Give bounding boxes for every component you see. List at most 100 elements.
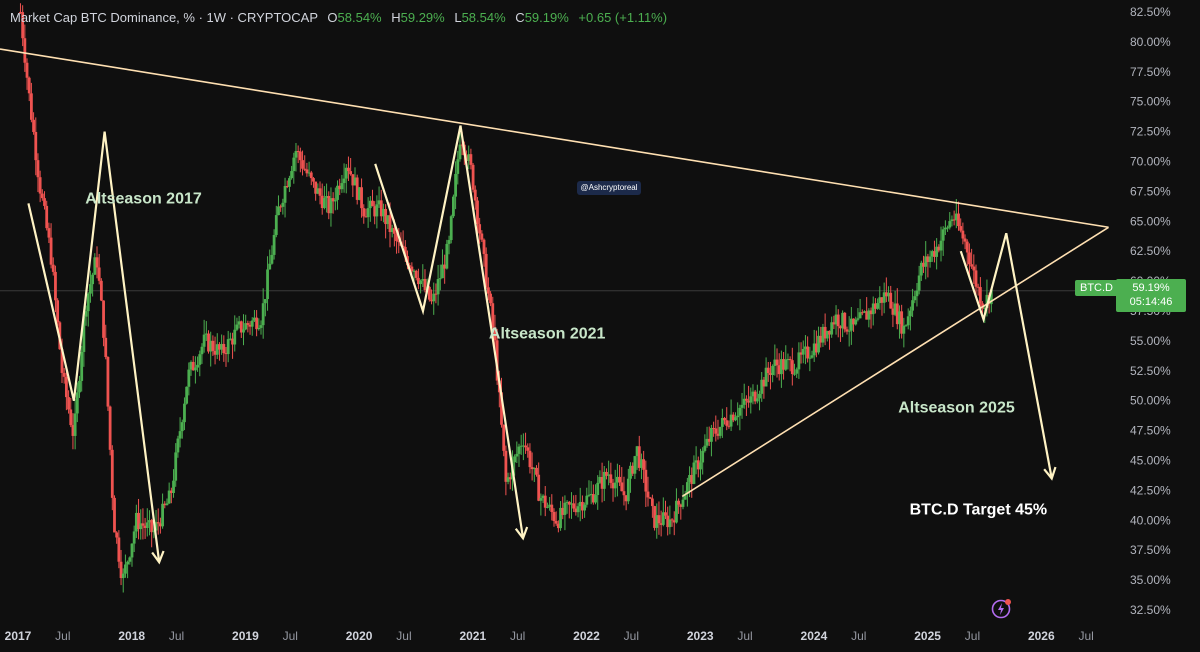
candle-body xyxy=(329,198,333,214)
candle-body xyxy=(845,329,849,332)
candle-body xyxy=(67,397,70,410)
x-tick-label: Jul xyxy=(510,629,525,643)
candle-body xyxy=(703,445,707,451)
candle-body xyxy=(532,467,536,470)
candle-body xyxy=(788,359,792,361)
candle-body xyxy=(193,367,197,371)
candle-body xyxy=(983,308,987,310)
candle-body xyxy=(253,317,256,321)
candle-body xyxy=(812,343,816,356)
candle-body xyxy=(71,425,75,436)
candle-body xyxy=(364,216,368,218)
candle-body xyxy=(355,177,359,200)
candle-body xyxy=(165,503,169,506)
candle-body xyxy=(895,303,899,325)
x-tick-label: Jul xyxy=(396,629,411,643)
candle-body xyxy=(799,352,803,355)
candle-body xyxy=(64,376,68,398)
candle-body xyxy=(421,278,425,281)
candle-body xyxy=(91,274,95,285)
candle-body xyxy=(259,325,263,328)
candle-body xyxy=(712,427,716,429)
candle-body xyxy=(478,224,482,234)
candle-body xyxy=(486,287,490,294)
candle-body xyxy=(556,523,560,529)
candle-body xyxy=(222,343,226,354)
candle-body xyxy=(609,474,613,483)
candle-body xyxy=(434,293,438,295)
candle-body xyxy=(849,318,853,331)
candle-body xyxy=(887,292,890,297)
candle-body xyxy=(283,186,287,203)
candle-body xyxy=(950,219,954,222)
candle-body xyxy=(937,246,941,251)
candle-body xyxy=(865,311,869,320)
candle-body xyxy=(989,289,993,305)
candle-body xyxy=(215,344,219,355)
y-tick-label: 72.50% xyxy=(1130,125,1171,139)
candle-body xyxy=(185,386,189,404)
x-tick-label: Jul xyxy=(169,629,184,643)
candle-body xyxy=(978,287,982,304)
candle-body xyxy=(471,164,475,190)
trendline xyxy=(681,226,1110,498)
candle-body xyxy=(419,280,423,285)
candle-body xyxy=(452,196,455,217)
y-tick-label: 55.00% xyxy=(1130,334,1171,348)
candle-body xyxy=(375,204,379,217)
candle-body xyxy=(274,215,278,235)
candle-body xyxy=(436,279,440,295)
candle-body xyxy=(714,428,718,434)
candle-body xyxy=(860,312,864,314)
candle-body xyxy=(121,573,125,579)
candle-body xyxy=(699,462,702,470)
candle-body xyxy=(596,482,600,496)
candle-body xyxy=(132,531,136,544)
candle-body xyxy=(930,251,934,257)
candle-body xyxy=(917,275,921,291)
lightning-icon[interactable] xyxy=(991,597,1013,619)
candle-body xyxy=(152,530,156,533)
candle-body xyxy=(908,310,912,317)
candle-body xyxy=(810,355,814,358)
candle-body xyxy=(104,337,108,358)
candle-body xyxy=(933,251,936,257)
y-tick-label: 82.50% xyxy=(1130,5,1171,19)
candle-body xyxy=(613,482,617,489)
candle-body xyxy=(834,314,838,325)
candle-body xyxy=(959,226,963,231)
x-tick-label: 2022 xyxy=(573,629,600,643)
candle-body xyxy=(692,462,696,484)
candle-body xyxy=(43,198,46,206)
candle-body xyxy=(25,62,29,78)
candle-body xyxy=(344,167,348,179)
candle-body xyxy=(414,270,418,278)
candle-body xyxy=(790,360,794,375)
candle-body xyxy=(237,321,241,325)
candle-body xyxy=(731,414,735,421)
candle-body xyxy=(417,277,420,285)
candle-body xyxy=(382,208,385,217)
candle-body xyxy=(156,522,160,524)
candle-body xyxy=(620,482,624,492)
candle-body xyxy=(943,227,947,230)
candle-body xyxy=(159,523,162,527)
candle-body xyxy=(736,415,740,418)
candle-body xyxy=(954,213,958,221)
candle-body xyxy=(723,417,726,421)
candle-body xyxy=(607,474,611,476)
annotation-label: Altseason 2021 xyxy=(489,326,606,343)
x-tick-label: 2024 xyxy=(801,629,828,643)
candle-body xyxy=(484,253,488,288)
candle-body xyxy=(347,167,350,172)
candle-body xyxy=(976,286,980,288)
candle-body xyxy=(430,299,433,302)
candle-body xyxy=(207,333,210,352)
candle-body xyxy=(263,299,267,304)
candle-body xyxy=(762,379,766,387)
candle-body xyxy=(690,475,694,484)
symbol-title[interactable]: Market Cap BTC Dominance, % · 1W · CRYPT… xyxy=(10,10,318,25)
candle-body xyxy=(655,515,659,528)
candle-body xyxy=(675,500,678,523)
candle-body xyxy=(889,292,893,309)
